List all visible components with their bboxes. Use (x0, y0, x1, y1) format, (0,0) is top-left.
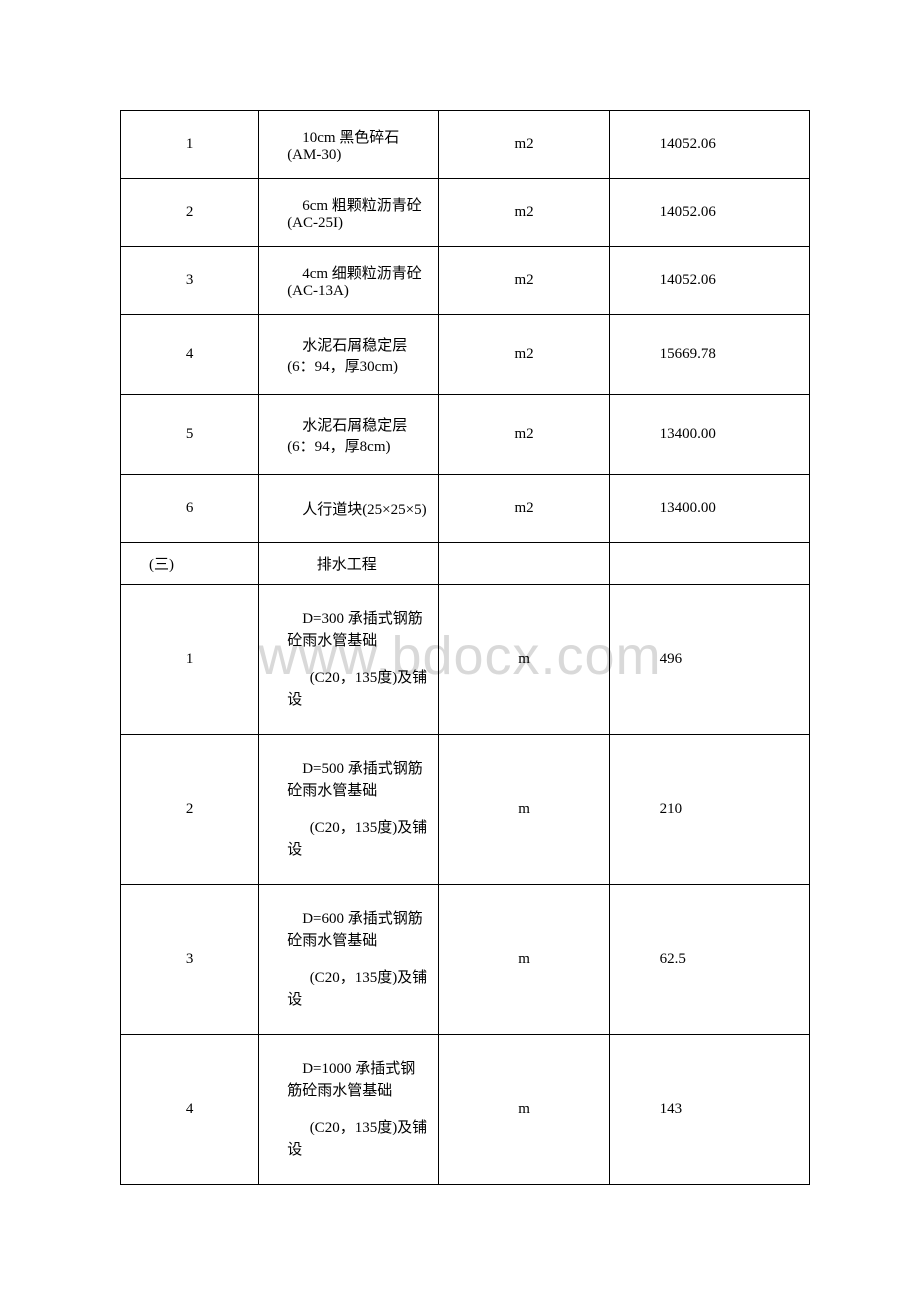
table-row-section: (三) 排水工程 (121, 543, 810, 585)
desc-line-2: (C20，135度)及铺设 (287, 817, 428, 862)
cell-value: 14052.06 (609, 247, 809, 315)
cell-desc: D=1000 承插式钢筋砼雨水管基础 (C20，135度)及铺设 (259, 1035, 439, 1185)
cell-value: 13400.00 (609, 475, 809, 543)
cell-value (609, 543, 809, 585)
cell-index: 4 (121, 1035, 259, 1185)
cell-unit: m2 (439, 475, 609, 543)
cell-desc: 10cm 黑色碎石(AM-30) (259, 111, 439, 179)
quantity-table-container: 1 10cm 黑色碎石(AM-30) m2 14052.06 2 6cm 粗颗粒… (120, 110, 810, 1185)
cell-unit: m2 (439, 315, 609, 395)
cell-desc: D=300 承插式钢筋砼雨水管基础 (C20，135度)及铺设 (259, 585, 439, 735)
cell-desc: 水泥石屑稳定层(6：94，厚30cm) (259, 315, 439, 395)
cell-value: 62.5 (609, 885, 809, 1035)
cell-unit: m (439, 735, 609, 885)
cell-index: 4 (121, 315, 259, 395)
table-row: 1 D=300 承插式钢筋砼雨水管基础 (C20，135度)及铺设 m 496 (121, 585, 810, 735)
cell-desc: D=500 承插式钢筋砼雨水管基础 (C20，135度)及铺设 (259, 735, 439, 885)
cell-unit: m2 (439, 179, 609, 247)
cell-index: 1 (121, 585, 259, 735)
table-row: 4 D=1000 承插式钢筋砼雨水管基础 (C20，135度)及铺设 m 143 (121, 1035, 810, 1185)
cell-unit: m2 (439, 111, 609, 179)
table-row: 5 水泥石屑稳定层(6：94，厚8cm) m2 13400.00 (121, 395, 810, 475)
cell-desc: 水泥石屑稳定层(6：94，厚8cm) (259, 395, 439, 475)
table-row: 2 6cm 粗颗粒沥青砼(AC-25I) m2 14052.06 (121, 179, 810, 247)
cell-unit (439, 543, 609, 585)
cell-desc: 6cm 粗颗粒沥青砼(AC-25I) (259, 179, 439, 247)
cell-index: 2 (121, 735, 259, 885)
desc-line-2: (C20，135度)及铺设 (287, 667, 428, 712)
desc-line-2: (C20，135度)及铺设 (287, 1117, 428, 1162)
cell-value: 15669.78 (609, 315, 809, 395)
desc-line-1: D=1000 承插式钢筋砼雨水管基础 (287, 1058, 428, 1103)
cell-index: 6 (121, 475, 259, 543)
cell-value: 13400.00 (609, 395, 809, 475)
cell-desc: 人行道块(25×25×5) (259, 475, 439, 543)
cell-index: 3 (121, 247, 259, 315)
cell-value: 496 (609, 585, 809, 735)
cell-value: 14052.06 (609, 111, 809, 179)
desc-line-1: D=500 承插式钢筋砼雨水管基础 (287, 758, 428, 803)
cell-value: 143 (609, 1035, 809, 1185)
table-row: 3 D=600 承插式钢筋砼雨水管基础 (C20，135度)及铺设 m 62.5 (121, 885, 810, 1035)
cell-index: (三) (121, 543, 259, 585)
cell-desc: D=600 承插式钢筋砼雨水管基础 (C20，135度)及铺设 (259, 885, 439, 1035)
table-row: 1 10cm 黑色碎石(AM-30) m2 14052.06 (121, 111, 810, 179)
desc-line-1: D=300 承插式钢筋砼雨水管基础 (287, 608, 428, 653)
cell-unit: m (439, 885, 609, 1035)
cell-unit: m2 (439, 395, 609, 475)
cell-unit: m (439, 585, 609, 735)
cell-index: 3 (121, 885, 259, 1035)
desc-line-2: (C20，135度)及铺设 (287, 967, 428, 1012)
desc-line-1: D=600 承插式钢筋砼雨水管基础 (287, 908, 428, 953)
table-row: 2 D=500 承插式钢筋砼雨水管基础 (C20，135度)及铺设 m 210 (121, 735, 810, 885)
table-row: 4 水泥石屑稳定层(6：94，厚30cm) m2 15669.78 (121, 315, 810, 395)
cell-desc: 4cm 细颗粒沥青砼(AC-13A) (259, 247, 439, 315)
cell-index: 2 (121, 179, 259, 247)
cell-value: 14052.06 (609, 179, 809, 247)
cell-value: 210 (609, 735, 809, 885)
table-row: 6 人行道块(25×25×5) m2 13400.00 (121, 475, 810, 543)
cell-unit: m (439, 1035, 609, 1185)
cell-index: 5 (121, 395, 259, 475)
table-row: 3 4cm 细颗粒沥青砼(AC-13A) m2 14052.06 (121, 247, 810, 315)
quantity-table: 1 10cm 黑色碎石(AM-30) m2 14052.06 2 6cm 粗颗粒… (120, 110, 810, 1185)
cell-index: 1 (121, 111, 259, 179)
cell-unit: m2 (439, 247, 609, 315)
cell-desc: 排水工程 (259, 543, 439, 585)
